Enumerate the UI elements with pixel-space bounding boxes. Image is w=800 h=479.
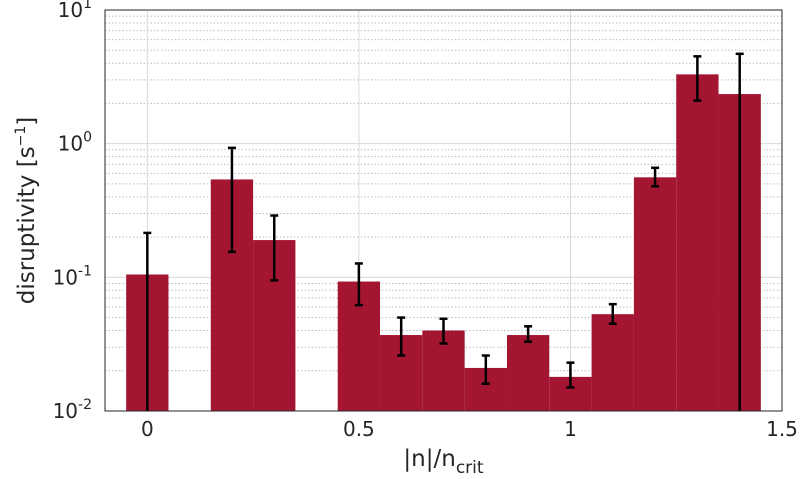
x-tick-label: 1 (564, 417, 577, 441)
y-tick-exponent: 0 (83, 130, 92, 146)
error-bars (143, 52, 744, 411)
x-tick-label: 1.5 (766, 417, 798, 441)
plot-frame (104, 9, 783, 412)
bar (591, 314, 634, 411)
y-axis-label-main: disruptivity [s (14, 146, 40, 304)
y-tick-base: 10 (58, 132, 83, 156)
y-tick-base: 10 (53, 265, 78, 289)
y-axis-label-superscript: −1 (13, 126, 29, 147)
y-tick-label: 100 (58, 130, 92, 156)
y-tick-exponent: -2 (78, 397, 92, 413)
y-tick-label: 10-2 (53, 397, 92, 423)
y-tick-base: 10 (53, 399, 78, 423)
bars (126, 74, 761, 411)
x-axis-label: |n|/ncrit (403, 446, 483, 478)
y-tick-label: 10-1 (53, 263, 92, 289)
y-axis-label: disruptivity [s−1] (13, 117, 40, 305)
bar (676, 74, 719, 411)
y-tick-exponent: -1 (78, 263, 92, 279)
x-tick-label: 0 (141, 417, 154, 441)
bar (506, 335, 550, 411)
x-axis-label-subscript: crit (456, 458, 484, 478)
x-axis-label-main: |n|/n (403, 446, 455, 472)
y-axis-label-suffix: ] (14, 117, 40, 126)
bar (633, 177, 677, 411)
y-tick-exponent: 1 (83, 0, 92, 12)
y-tick-base: 10 (58, 0, 83, 22)
y-tick-label: 101 (58, 0, 92, 22)
x-tick-label: 0.5 (343, 417, 375, 441)
